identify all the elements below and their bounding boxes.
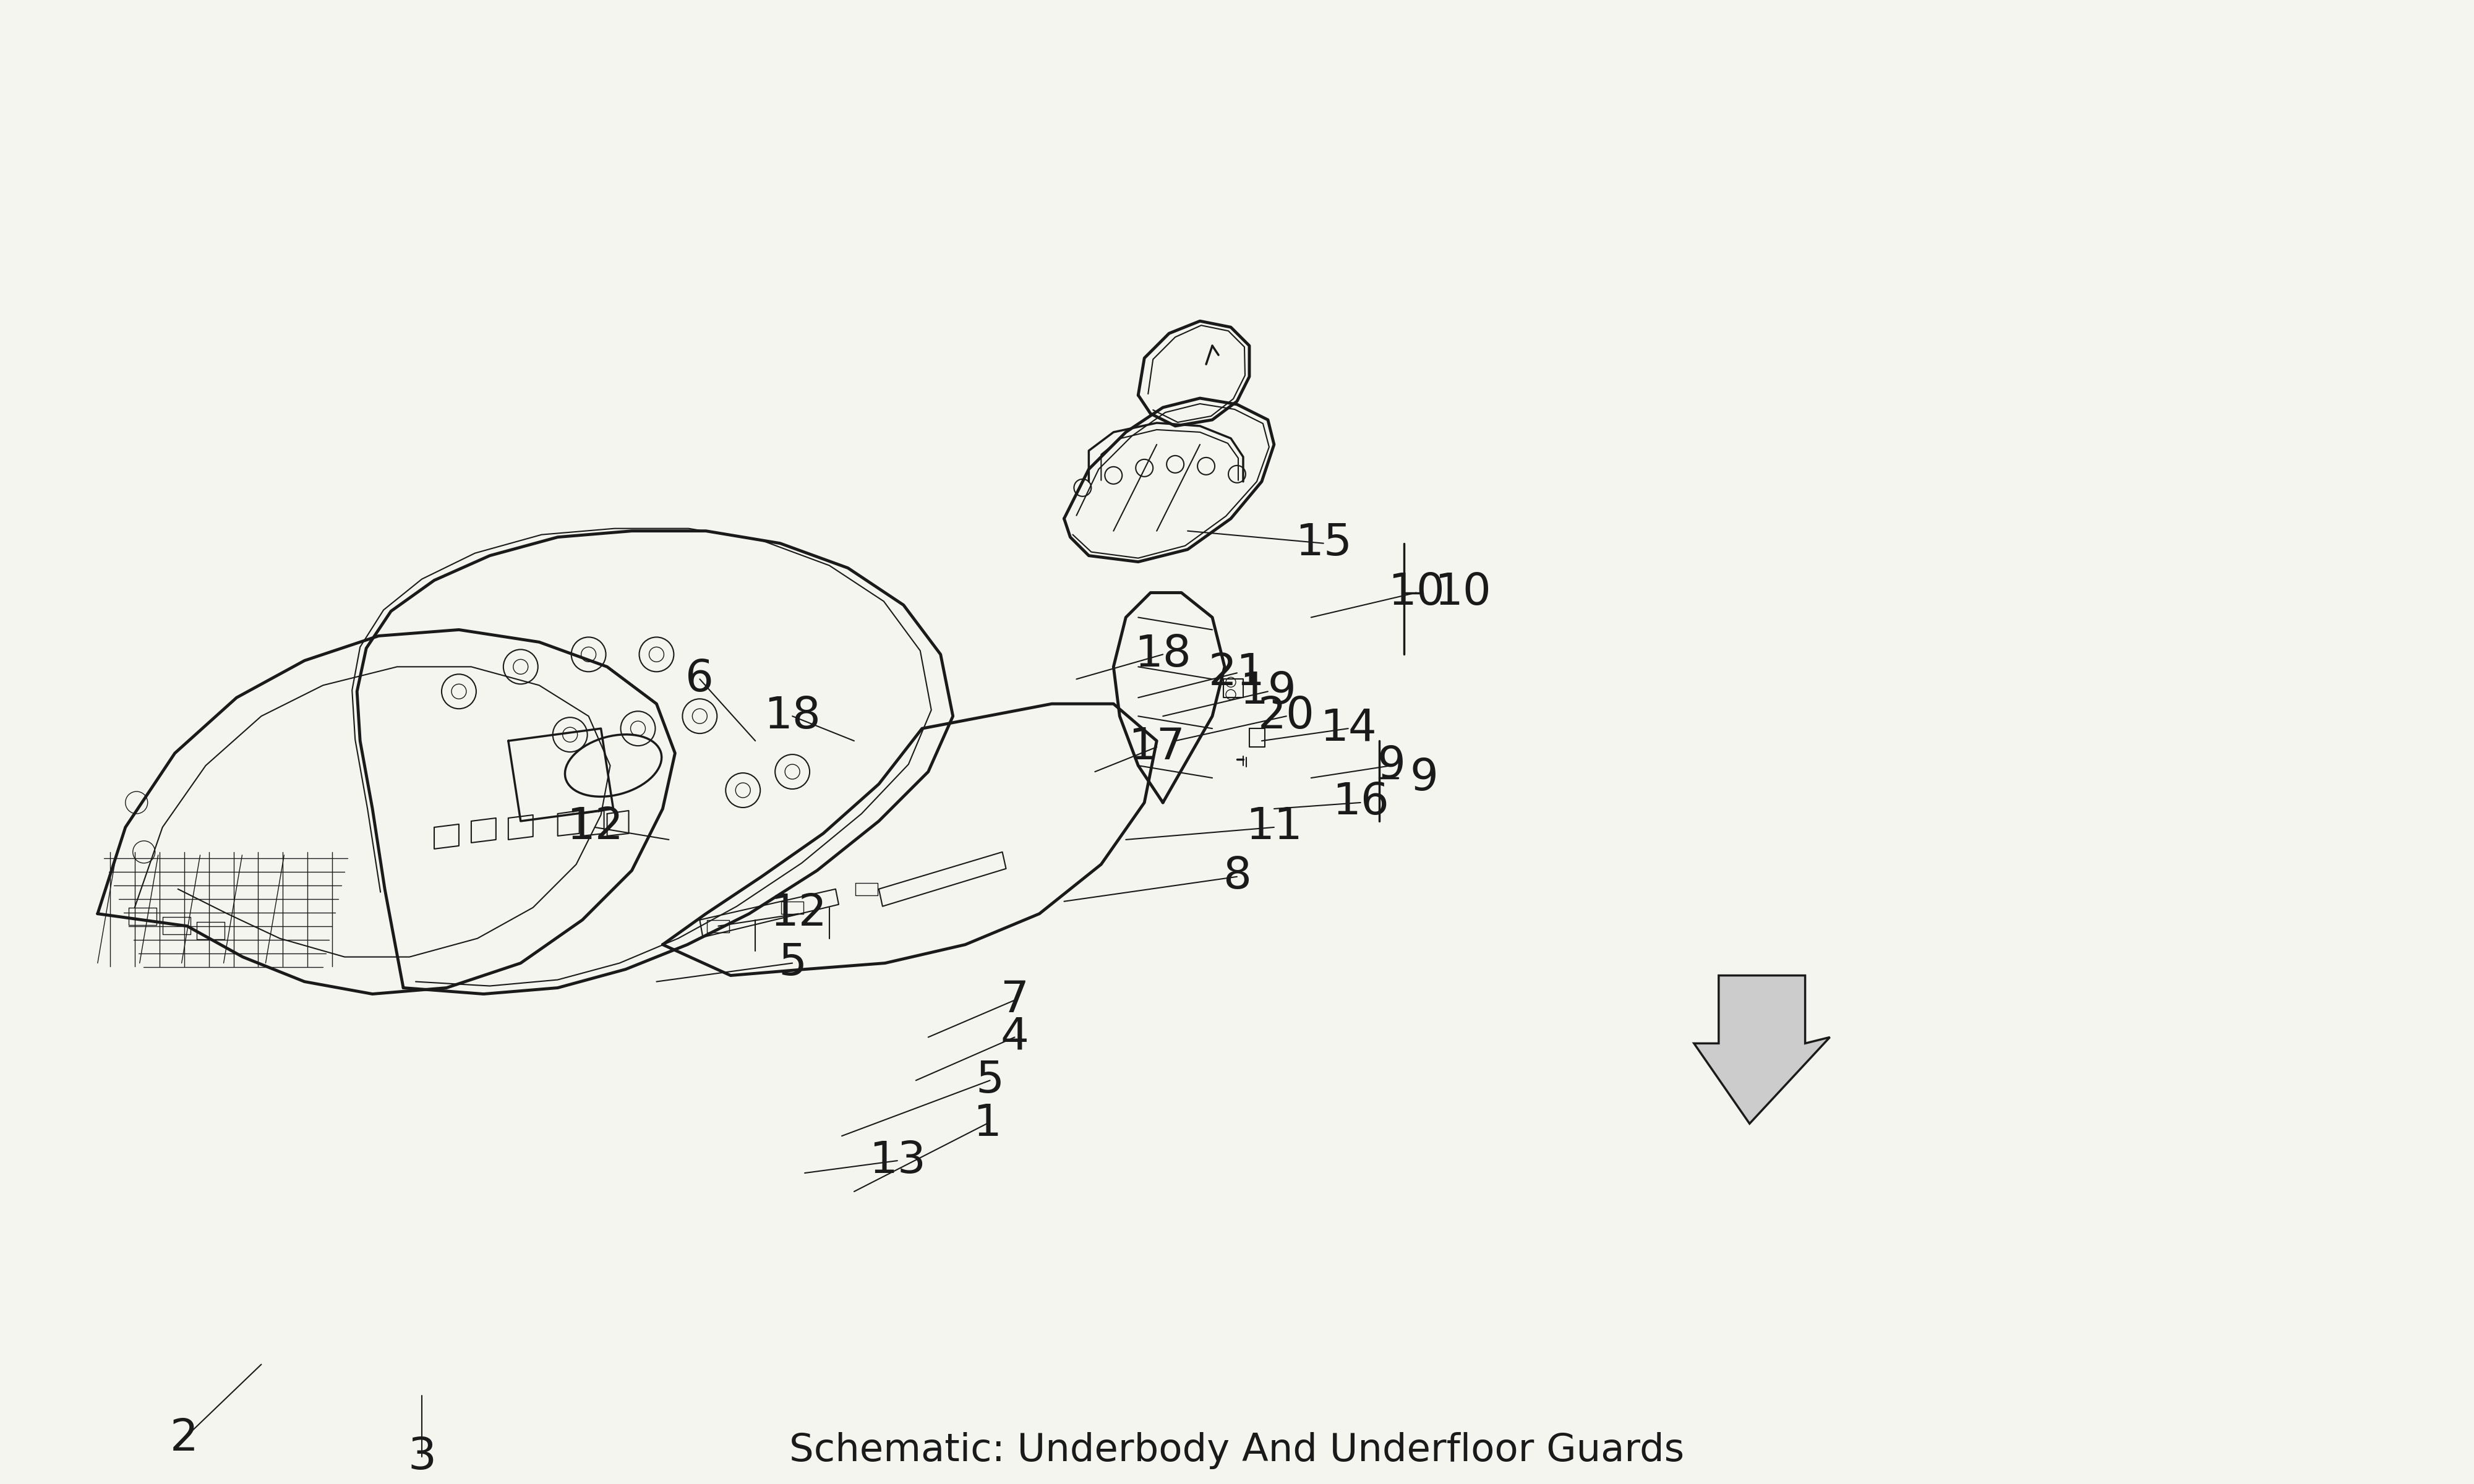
Text: 17: 17 [1128,726,1185,769]
Text: 6: 6 [685,657,715,700]
Text: 13: 13 [868,1140,925,1183]
Text: 9: 9 [1410,757,1437,800]
Text: 16: 16 [1331,781,1388,824]
Text: 21: 21 [1210,651,1264,695]
Text: 11: 11 [1247,806,1301,849]
Text: 1: 1 [972,1103,1002,1146]
Text: 8: 8 [1222,855,1252,898]
Text: 20: 20 [1257,695,1314,738]
Text: 18: 18 [764,695,821,738]
Text: 2: 2 [171,1417,198,1460]
Text: 7: 7 [999,979,1029,1021]
Text: 12: 12 [769,892,826,935]
Text: 14: 14 [1319,708,1376,749]
Text: 10: 10 [1435,571,1492,614]
Text: 15: 15 [1294,522,1351,564]
Text: 5: 5 [779,942,807,984]
Text: 10: 10 [1388,571,1445,614]
Polygon shape [1695,975,1831,1123]
Text: 9: 9 [1378,743,1405,787]
Text: 12: 12 [567,806,623,849]
Text: Schematic: Underbody And Underfloor Guards: Schematic: Underbody And Underfloor Guar… [789,1432,1685,1469]
Text: 19: 19 [1239,671,1296,712]
Text: 18: 18 [1136,634,1192,675]
Text: 3: 3 [408,1435,435,1478]
Text: 5: 5 [975,1060,1004,1101]
Text: 4: 4 [999,1017,1029,1058]
